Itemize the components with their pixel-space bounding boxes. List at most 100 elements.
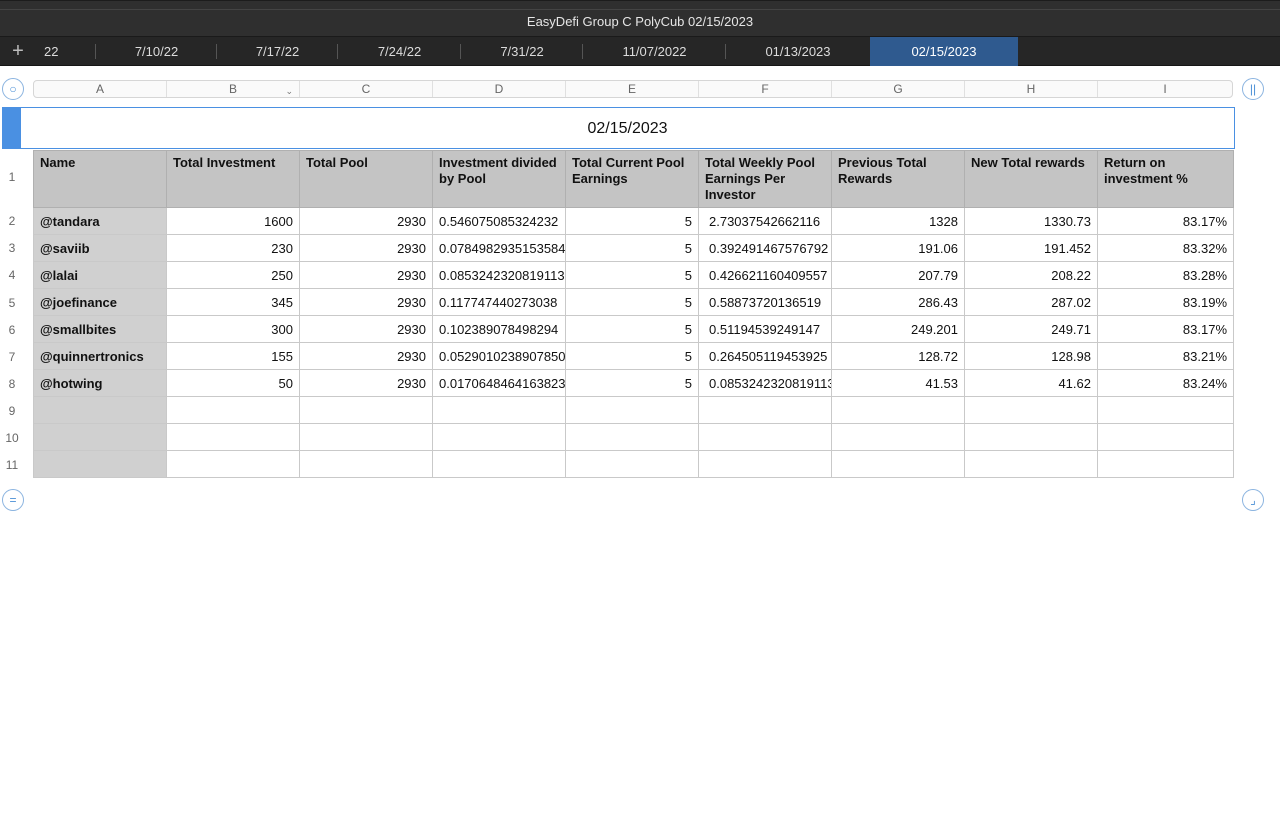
cell-total-current-pool-earnings[interactable]: 5 [565,342,699,370]
cell-previous-total-rewards[interactable]: 249.201 [831,315,965,343]
row-number[interactable]: 2 [8,214,16,228]
row-number[interactable]: 11 [5,458,19,472]
table-selection-handle[interactable] [2,107,20,149]
cell-new-total-rewards[interactable]: 1330.73 [964,207,1098,235]
cell-previous-total-rewards[interactable]: 191.06 [831,234,965,262]
row-number[interactable]: 6 [8,323,16,337]
cell-return-on-investment[interactable]: 83.17% [1097,315,1234,343]
tab-7-17-22[interactable]: 7/17/22 [217,37,338,66]
cell-total-investment[interactable]: 50 [166,369,300,397]
cell-name[interactable]: @saviib [33,234,167,262]
cell-total-investment[interactable] [166,423,300,451]
tab-22[interactable]: 22 [42,37,96,66]
header-cell-total-investment[interactable]: Total Investment [166,150,300,208]
header-cell-previous-total-rewards[interactable]: Previous Total Rewards [831,150,965,208]
column-header-b[interactable]: B ⌄ [167,81,300,97]
cell-total-weekly-pool-earnings[interactable] [698,450,832,478]
cell-name[interactable]: @hotwing [33,369,167,397]
header-cell-new-total-rewards[interactable]: New Total rewards [964,150,1098,208]
cell-investment-divided-by-pool[interactable] [432,423,566,451]
cell-previous-total-rewards[interactable]: 207.79 [831,261,965,289]
row-number[interactable]: 7 [8,350,16,364]
header-cell-total-pool[interactable]: Total Pool [299,150,433,208]
cell-total-current-pool-earnings[interactable] [565,423,699,451]
cell-total-investment[interactable]: 230 [166,234,300,262]
cell-new-total-rewards[interactable] [964,423,1098,451]
cell-total-current-pool-earnings[interactable] [565,396,699,424]
cell-total-current-pool-earnings[interactable]: 5 [565,315,699,343]
cell-total-investment[interactable]: 1600 [166,207,300,235]
cell-total-pool[interactable] [299,423,433,451]
cell-name[interactable] [33,450,167,478]
cell-previous-total-rewards[interactable]: 128.72 [831,342,965,370]
tab-7-24-22[interactable]: 7/24/22 [338,37,461,66]
cell-return-on-investment[interactable]: 83.21% [1097,342,1234,370]
cell-new-total-rewards[interactable]: 249.71 [964,315,1098,343]
cell-previous-total-rewards[interactable]: 286.43 [831,288,965,316]
header-cell-total-weekly-pool-earnings[interactable]: Total Weekly Pool Earnings Per Investor [698,150,832,208]
cell-investment-divided-by-pool[interactable]: 0.117747440273038 [432,288,566,316]
cell-total-investment[interactable]: 345 [166,288,300,316]
column-header-h[interactable]: H [965,81,1098,97]
cell-total-current-pool-earnings[interactable]: 5 [565,288,699,316]
cell-new-total-rewards[interactable]: 41.62 [964,369,1098,397]
cell-return-on-investment[interactable]: 83.32% [1097,234,1234,262]
cell-total-weekly-pool-earnings[interactable]: 0.58873720136519 [698,288,832,316]
cell-total-pool[interactable]: 2930 [299,288,433,316]
cell-name[interactable]: @tandara [33,207,167,235]
cell-total-investment[interactable]: 300 [166,315,300,343]
column-header-a[interactable]: A [34,81,167,97]
cell-new-total-rewards[interactable]: 208.22 [964,261,1098,289]
cell-total-weekly-pool-earnings[interactable]: 2.73037542662116 [698,207,832,235]
row-number[interactable]: 1 [8,170,16,184]
cell-total-weekly-pool-earnings[interactable]: 0.0853242320819113 [698,369,832,397]
cell-total-pool[interactable]: 2930 [299,342,433,370]
cell-total-weekly-pool-earnings[interactable]: 0.51194539249147 [698,315,832,343]
tab-01-13-2023[interactable]: 01/13/2023 [765,44,831,59]
cell-name[interactable]: @lalai [33,261,167,289]
cell-previous-total-rewards[interactable]: 41.53 [831,369,965,397]
add-row-equals-icon[interactable]: = [2,489,24,511]
row-number[interactable]: 5 [8,296,16,310]
cell-investment-divided-by-pool[interactable]: 0.0529010238907850 [432,342,566,370]
resize-corner-icon[interactable]: ⌟ [1242,489,1264,511]
cell-total-investment[interactable]: 250 [166,261,300,289]
row-number[interactable]: 10 [5,431,19,445]
cell-new-total-rewards[interactable]: 128.98 [964,342,1098,370]
cell-return-on-investment[interactable]: 83.28% [1097,261,1234,289]
column-header-e[interactable]: E [566,81,699,97]
cell-total-pool[interactable]: 2930 [299,234,433,262]
cell-return-on-investment[interactable]: 83.19% [1097,288,1234,316]
tab-11-07-2022[interactable]: 11/07/2022 [583,37,726,66]
cell-previous-total-rewards[interactable] [831,396,965,424]
header-cell-name[interactable]: Name [33,150,167,208]
cell-new-total-rewards[interactable] [964,450,1098,478]
header-cell-return-on-investment[interactable]: Return on investment % [1097,150,1234,208]
row-number[interactable]: 8 [8,377,16,391]
cell-total-current-pool-earnings[interactable] [565,450,699,478]
cell-return-on-investment[interactable] [1097,450,1234,478]
cell-total-current-pool-earnings[interactable]: 5 [565,261,699,289]
row-number[interactable]: 3 [8,241,16,255]
cell-previous-total-rewards[interactable]: 1328 [831,207,965,235]
cell-name[interactable]: @joefinance [33,288,167,316]
column-header-d[interactable]: D [433,81,566,97]
cell-total-weekly-pool-earnings[interactable]: 0.426621160409557 [698,261,832,289]
cell-return-on-investment[interactable] [1097,396,1234,424]
cell-investment-divided-by-pool[interactable]: 0.0784982935153584 [432,234,566,262]
cell-total-investment[interactable] [166,450,300,478]
header-cell-investment-divided-by-pool[interactable]: Investment divided by Pool [432,150,566,208]
tab-7-31-22[interactable]: 7/31/22 [461,37,583,66]
cell-investment-divided-by-pool[interactable] [432,396,566,424]
tab-02-15-2023[interactable]: 02/15/2023 [870,37,1018,66]
cell-new-total-rewards[interactable] [964,396,1098,424]
cell-return-on-investment[interactable]: 83.17% [1097,207,1234,235]
cell-previous-total-rewards[interactable] [831,450,965,478]
cell-investment-divided-by-pool[interactable]: 0.102389078498294 [432,315,566,343]
row-number[interactable]: 9 [8,404,16,418]
cell-name[interactable] [33,423,167,451]
cell-return-on-investment[interactable]: 83.24% [1097,369,1234,397]
cell-previous-total-rewards[interactable] [831,423,965,451]
tab-7-10-22[interactable]: 7/10/22 [96,37,217,66]
cell-total-investment[interactable]: 155 [166,342,300,370]
